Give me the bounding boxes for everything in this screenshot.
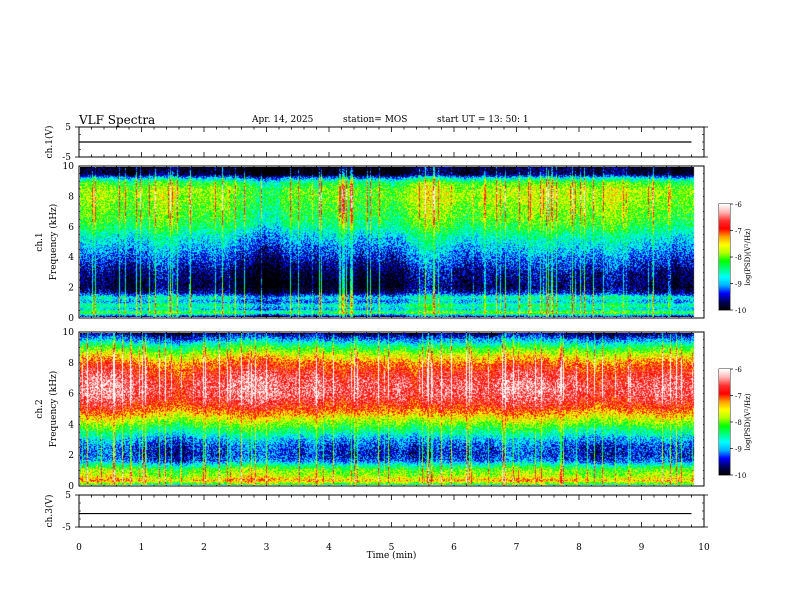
chart-title: VLF Spectra: [79, 113, 156, 127]
ch2-spectrogram-ytick-label: 0: [68, 482, 74, 492]
ch1-spectrogram-ytick-label: 0: [68, 314, 74, 324]
ch1-spectrogram-ytick-label: 4: [68, 253, 74, 263]
ch1-colorbar-tick-label: -9: [735, 281, 742, 289]
ch2-spectrogram-ytick-label: 2: [68, 451, 74, 461]
ch1-colorbar-tick-label: -7: [735, 228, 742, 236]
ch1-spectrogram-image: [80, 167, 703, 317]
station-label: station= MOS: [343, 115, 408, 125]
ch2-spectrogram-ylabel-frequency: Frequency (kHz): [48, 371, 59, 448]
x-tick-label: 4: [326, 543, 332, 553]
ch1-colorbar-tick-label: -8: [735, 254, 742, 262]
ch2-spectrogram-image: [80, 333, 703, 485]
ch1-waveform-ytick-label: -5: [62, 153, 71, 163]
ch2-spectrogram-ylabel-channel: ch.2: [35, 399, 45, 418]
ch2-colorbar-tick-label: -9: [735, 446, 742, 454]
ch2-colorbar-label: log(PSD)(V²/Hz): [744, 393, 752, 450]
ch2-spectrogram-ytick-label: 10: [63, 328, 75, 338]
ch1-spectrogram-ylabel-channel: ch.1: [35, 232, 45, 251]
x-tick-label: 8: [576, 543, 582, 553]
ch3-waveform-ytick-label: -5: [62, 523, 71, 533]
ch1-waveform-ylabel: ch.1(V): [44, 126, 55, 159]
ch2-colorbar-tick-label: -10: [735, 472, 746, 480]
ch2-spectrogram-ytick-label: 8: [68, 359, 74, 369]
ch1-spectrogram-ylabel-frequency: Frequency (kHz): [48, 204, 59, 281]
ch2-spectrogram-ytick-label: 4: [68, 420, 74, 430]
ch1-spectrogram-ytick-label: 2: [68, 284, 74, 294]
ch2-colorbar-tick-label: -8: [735, 419, 742, 427]
ch1-colorbar: [719, 204, 730, 310]
x-tick-label: 6: [451, 543, 457, 553]
ch1-spectrogram-ytick-label: 8: [68, 192, 74, 202]
ch1-colorbar-label: log(PSD)(V²/Hz): [744, 228, 752, 285]
ch2-colorbar-tick-label: -6: [735, 366, 742, 374]
ch3-waveform-ylabel: ch.3(V): [44, 495, 55, 528]
x-tick-label: 9: [639, 543, 645, 553]
ch3-waveform-ytick-label: 5: [65, 491, 71, 501]
start-time-label: start UT = 13: 50: 1: [437, 115, 529, 125]
ch1-colorbar-tick-label: -6: [735, 201, 742, 209]
ch1-spectrogram-ytick-label: 10: [63, 162, 75, 172]
x-tick-label: 10: [698, 543, 710, 553]
ch1-colorbar-tick-label: -10: [735, 307, 746, 315]
ch2-spectrogram-ytick-label: 6: [68, 390, 74, 400]
x-tick-label: 5: [389, 543, 395, 553]
x-axis-label: Time (min): [367, 550, 417, 561]
ch2-colorbar: [719, 369, 730, 475]
ch1-waveform-ytick-label: 5: [65, 123, 71, 133]
x-tick-label: 0: [76, 543, 82, 553]
ch2-colorbar-tick-label: -7: [735, 393, 742, 401]
x-tick-label: 2: [201, 543, 207, 553]
ch1-spectrogram-ytick-label: 6: [68, 223, 74, 233]
x-tick-label: 1: [139, 543, 145, 553]
x-tick-label: 7: [514, 543, 520, 553]
date-label: Apr. 14, 2025: [252, 115, 314, 125]
x-tick-label: 3: [264, 543, 270, 553]
